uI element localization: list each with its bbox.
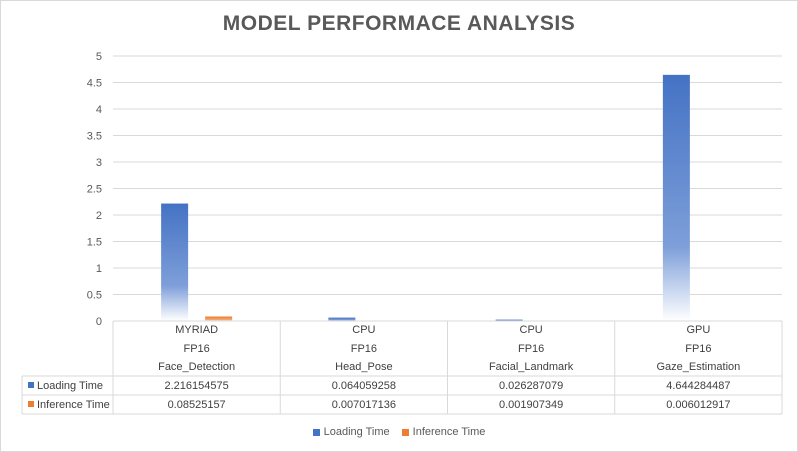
y-tick-label: 1 (96, 263, 102, 275)
y-tick-label: 0.5 (87, 290, 102, 302)
bar-loading-time (495, 319, 523, 321)
category-precision-label: FP16 (183, 343, 209, 355)
y-tick-label: 3.5 (87, 131, 102, 143)
data-label: 2.216154575 (165, 380, 229, 392)
category-precision-label: FP16 (351, 343, 377, 355)
category-device-label: GPU (686, 324, 710, 336)
table-series-name: Loading Time (37, 380, 103, 392)
category-precision-label: FP16 (518, 343, 544, 355)
bar-loading-time (161, 203, 189, 321)
y-tick-label: 4.5 (87, 78, 102, 90)
y-tick-label: 5 (96, 51, 102, 63)
legend: Loading Time Inference Time (0, 426, 798, 438)
y-tick-label: 4 (96, 104, 102, 116)
data-label: 0.064059258 (332, 380, 396, 392)
category-device-label: MYRIAD (175, 324, 218, 336)
bar-loading-time (662, 74, 690, 321)
legend-item: Inference Time (401, 426, 486, 438)
legend-swatch (312, 428, 320, 436)
category-model-label: Face_Detection (158, 361, 235, 373)
category-precision-label: FP16 (685, 343, 711, 355)
data-label: 0.08525157 (168, 399, 226, 411)
category-model-label: Gaze_Estimation (656, 361, 740, 373)
y-tick-label: 2 (96, 210, 102, 222)
category-device-label: CPU (352, 324, 375, 336)
bar-inference-time (205, 316, 233, 321)
table-legend-key (28, 382, 34, 388)
data-label: 0.001907349 (499, 399, 563, 411)
legend-swatch (401, 428, 409, 436)
data-label: 0.007017136 (332, 399, 396, 411)
category-model-label: Facial_Landmark (489, 361, 574, 373)
legend-label: Loading Time (323, 426, 390, 438)
table-legend-key (28, 401, 34, 407)
y-tick-label: 1.5 (87, 237, 102, 249)
category-model-label: Head_Pose (335, 361, 393, 373)
chart-title: MODEL PERFORMACE ANALYSIS (222, 12, 576, 35)
data-label: 4.644284487 (666, 380, 730, 392)
y-tick-label: 0 (96, 316, 102, 328)
y-tick-label: 2.5 (87, 184, 102, 196)
data-label: 0.026287079 (499, 380, 563, 392)
table-series-name: Inference Time (37, 399, 110, 411)
bar-loading-time (328, 317, 356, 321)
category-device-label: CPU (520, 324, 543, 336)
data-label: 0.006012917 (666, 399, 730, 411)
y-tick-label: 3 (96, 157, 102, 169)
legend-label: Inference Time (412, 426, 486, 438)
legend-item: Loading Time (312, 426, 390, 438)
